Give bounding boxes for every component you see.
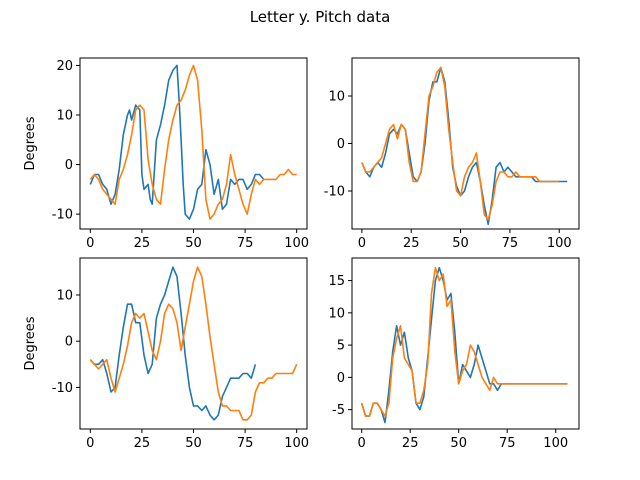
y-tick-label: -5 — [332, 403, 345, 418]
series-line-2 — [89, 64, 297, 220]
figure-title: Letter y. Pitch data — [250, 8, 391, 26]
x-tick-label: 25 — [402, 436, 419, 451]
x-tick-label: 0 — [86, 436, 94, 451]
x-tick-label: 25 — [134, 236, 151, 251]
y-tick-label: -10 — [324, 185, 345, 200]
x-tick-label: 100 — [284, 436, 309, 451]
y-tick-label: 10 — [56, 288, 73, 303]
y-tick-label: 0 — [337, 137, 345, 152]
series-line-2 — [360, 266, 568, 417]
x-tick-label: 75 — [237, 436, 254, 451]
y-axis-label: Degrees — [23, 116, 38, 170]
y-axis-label: Degrees — [23, 316, 38, 370]
y-tick-label: 10 — [328, 306, 345, 321]
x-tick-label: 0 — [86, 236, 94, 251]
series-line-1 — [89, 266, 257, 421]
x-tick-label: 25 — [403, 236, 420, 251]
x-tick-label: 75 — [499, 436, 516, 451]
y-tick-label: -10 — [52, 381, 73, 396]
y-tick-label: 5 — [337, 339, 345, 354]
y-tick-label: -10 — [52, 208, 73, 223]
series-line-2 — [361, 66, 560, 221]
y-tick-label: 10 — [56, 109, 73, 124]
y-tick-label: 10 — [328, 90, 345, 105]
y-tick-label: 0 — [337, 371, 345, 386]
subplot-top-right: 0 25 50 75 100 -10 0 10 — [324, 57, 580, 251]
axes-frame — [351, 257, 580, 430]
x-tick-label: 0 — [358, 436, 366, 451]
x-tick-label: 50 — [450, 436, 467, 451]
y-tick-label: 0 — [65, 335, 73, 350]
x-tick-label: 100 — [543, 436, 568, 451]
x-tick-label: 100 — [547, 236, 572, 251]
x-tick-label: 25 — [134, 436, 151, 451]
subplot-top-left: 0 25 50 75 100 -10 0 10 20 Degrees — [23, 57, 309, 251]
y-tick-label: 0 — [65, 158, 73, 173]
series-line-2 — [89, 266, 298, 421]
series-line-1 — [89, 64, 265, 220]
x-tick-label: 50 — [452, 236, 469, 251]
y-tick-label: 20 — [56, 59, 73, 74]
x-tick-label: 50 — [185, 236, 202, 251]
x-tick-label: 50 — [185, 436, 202, 451]
subplot-bottom-right: 0 25 50 75 100 -5 0 5 10 15 — [328, 257, 580, 451]
subplot-bottom-left: 0 25 50 75 100 -10 0 10 Degrees — [23, 257, 309, 451]
x-tick-label: 100 — [284, 236, 309, 251]
x-tick-label: 75 — [502, 236, 519, 251]
x-tick-label: 0 — [358, 236, 366, 251]
y-tick-label: 15 — [328, 274, 345, 289]
x-tick-label: 75 — [237, 236, 254, 251]
